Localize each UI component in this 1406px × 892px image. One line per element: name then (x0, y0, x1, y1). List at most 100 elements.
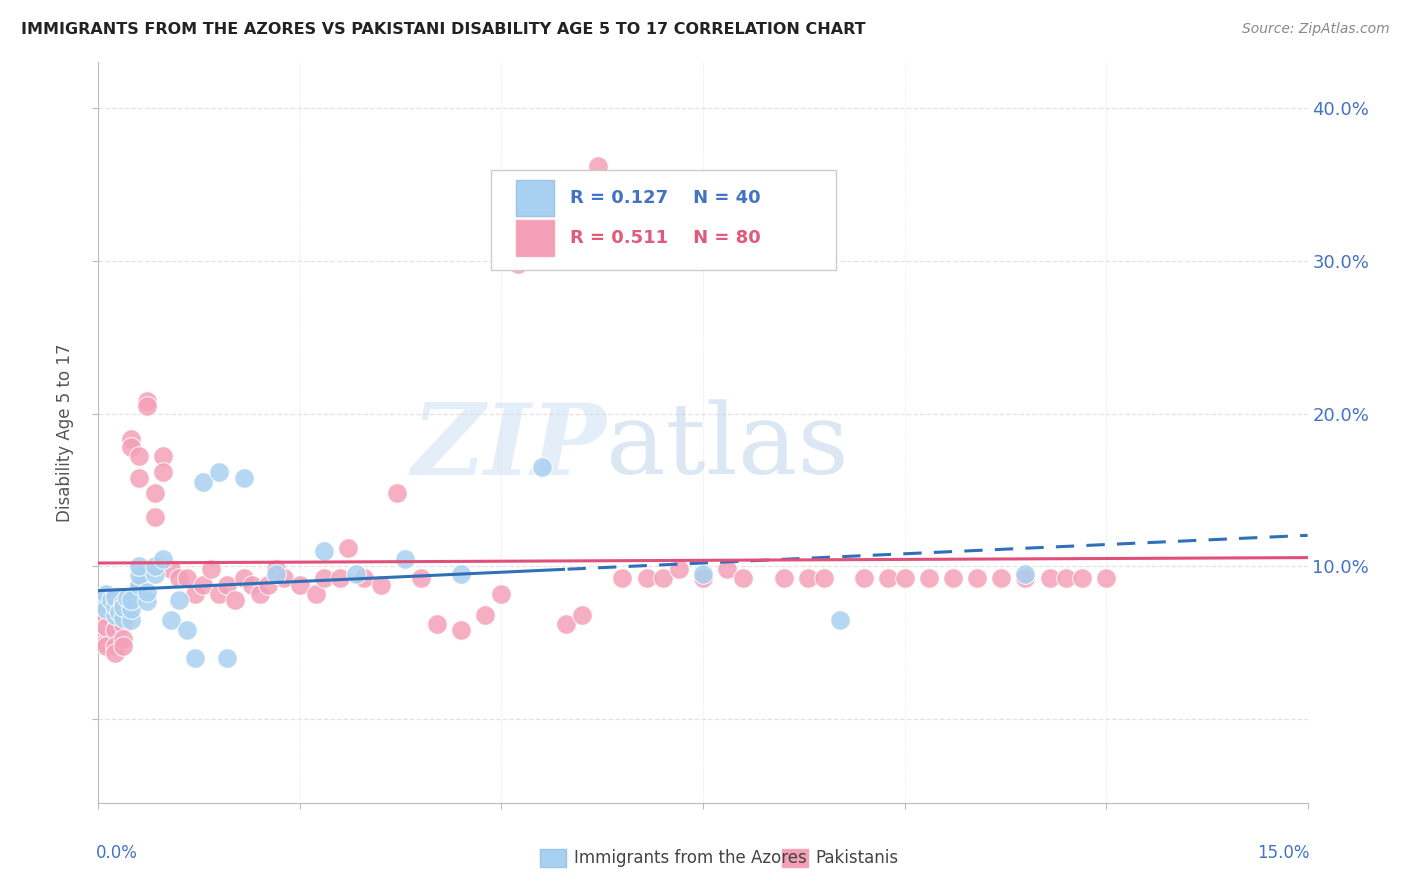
Point (143, 559, 166, 574)
FancyBboxPatch shape (540, 849, 567, 867)
Text: 0.0%: 0.0% (96, 844, 138, 862)
Point (1054, 571, 1077, 585)
Point (160, 613, 183, 627)
Point (555, 617, 578, 632)
Point (217, 577, 239, 591)
Point (668, 562, 690, 576)
Point (450, 566, 472, 581)
Point (100, 602, 122, 616)
Text: atlas: atlas (606, 400, 849, 495)
Point (128, 568, 150, 582)
Point (813, 571, 835, 585)
Text: Pakistanis: Pakistanis (815, 849, 898, 867)
Point (256, 577, 278, 591)
Point (135, 394, 157, 409)
Point (103, 646, 125, 660)
Point (716, 562, 738, 576)
Point (450, 624, 472, 638)
Point (193, 577, 215, 591)
Point (96, 587, 118, 601)
Point (240, 577, 263, 591)
Point (409, 571, 432, 585)
Point (111, 632, 134, 647)
Text: IMMIGRANTS FROM THE AZORES VS PAKISTANI DISABILITY AGE 5 TO 17 CORRELATION CHART: IMMIGRANTS FROM THE AZORES VS PAKISTANI … (21, 22, 866, 37)
Point (772, 571, 794, 585)
Point (184, 650, 207, 665)
Point (167, 571, 190, 585)
Point (96, 620, 118, 634)
Point (1095, 571, 1118, 585)
Point (692, 571, 714, 585)
Point (107, 605, 129, 619)
Point (344, 566, 367, 581)
Point (103, 608, 125, 623)
Point (128, 577, 150, 591)
Point (1070, 571, 1092, 585)
Point (135, 594, 157, 608)
Point (353, 571, 375, 585)
Point (918, 571, 941, 585)
Point (273, 571, 295, 585)
Text: 15.0%: 15.0% (1257, 844, 1310, 862)
Text: Source: ZipAtlas.com: Source: ZipAtlas.com (1241, 22, 1389, 37)
Text: R = 0.127    N = 40: R = 0.127 N = 40 (569, 189, 761, 207)
Point (966, 571, 988, 585)
Point (337, 541, 360, 555)
Point (111, 639, 134, 653)
Point (288, 577, 311, 591)
Point (530, 460, 553, 475)
Point (990, 571, 1012, 585)
Point (733, 571, 755, 585)
Point (385, 486, 408, 500)
Point (1039, 571, 1062, 585)
Point (491, 587, 513, 601)
Point (103, 608, 125, 623)
Point (193, 475, 215, 490)
Point (329, 571, 352, 585)
Point (877, 571, 900, 585)
Point (91, 598, 114, 612)
Point (152, 450, 174, 464)
Point (394, 551, 416, 566)
Point (232, 470, 254, 484)
Y-axis label: Disability Age 5 to 17: Disability Age 5 to 17 (56, 343, 75, 522)
Point (314, 571, 336, 585)
Point (692, 566, 714, 581)
Point (176, 571, 198, 585)
Point (893, 571, 915, 585)
Point (249, 587, 271, 601)
Point (217, 650, 239, 665)
Point (143, 510, 166, 524)
Point (135, 399, 157, 413)
Point (232, 571, 254, 585)
Point (506, 257, 529, 271)
Text: ZIP: ZIP (412, 400, 606, 496)
Point (1014, 571, 1036, 585)
Point (120, 592, 142, 607)
Point (100, 592, 122, 607)
Point (176, 624, 198, 638)
Point (103, 599, 125, 613)
Point (612, 571, 634, 585)
Point (103, 590, 125, 604)
Point (96, 639, 118, 653)
Point (103, 624, 125, 638)
Point (636, 571, 658, 585)
Point (571, 608, 593, 623)
Point (651, 571, 673, 585)
Point (160, 562, 183, 576)
Point (111, 596, 134, 610)
Point (370, 577, 392, 591)
Point (264, 562, 287, 576)
Point (111, 600, 134, 615)
Point (128, 470, 150, 484)
Point (530, 242, 553, 256)
Point (224, 592, 246, 607)
FancyBboxPatch shape (782, 849, 808, 867)
Point (120, 440, 142, 454)
Point (135, 585, 157, 599)
Point (120, 613, 142, 627)
Point (115, 591, 138, 606)
Point (90, 608, 112, 623)
Point (314, 544, 336, 558)
